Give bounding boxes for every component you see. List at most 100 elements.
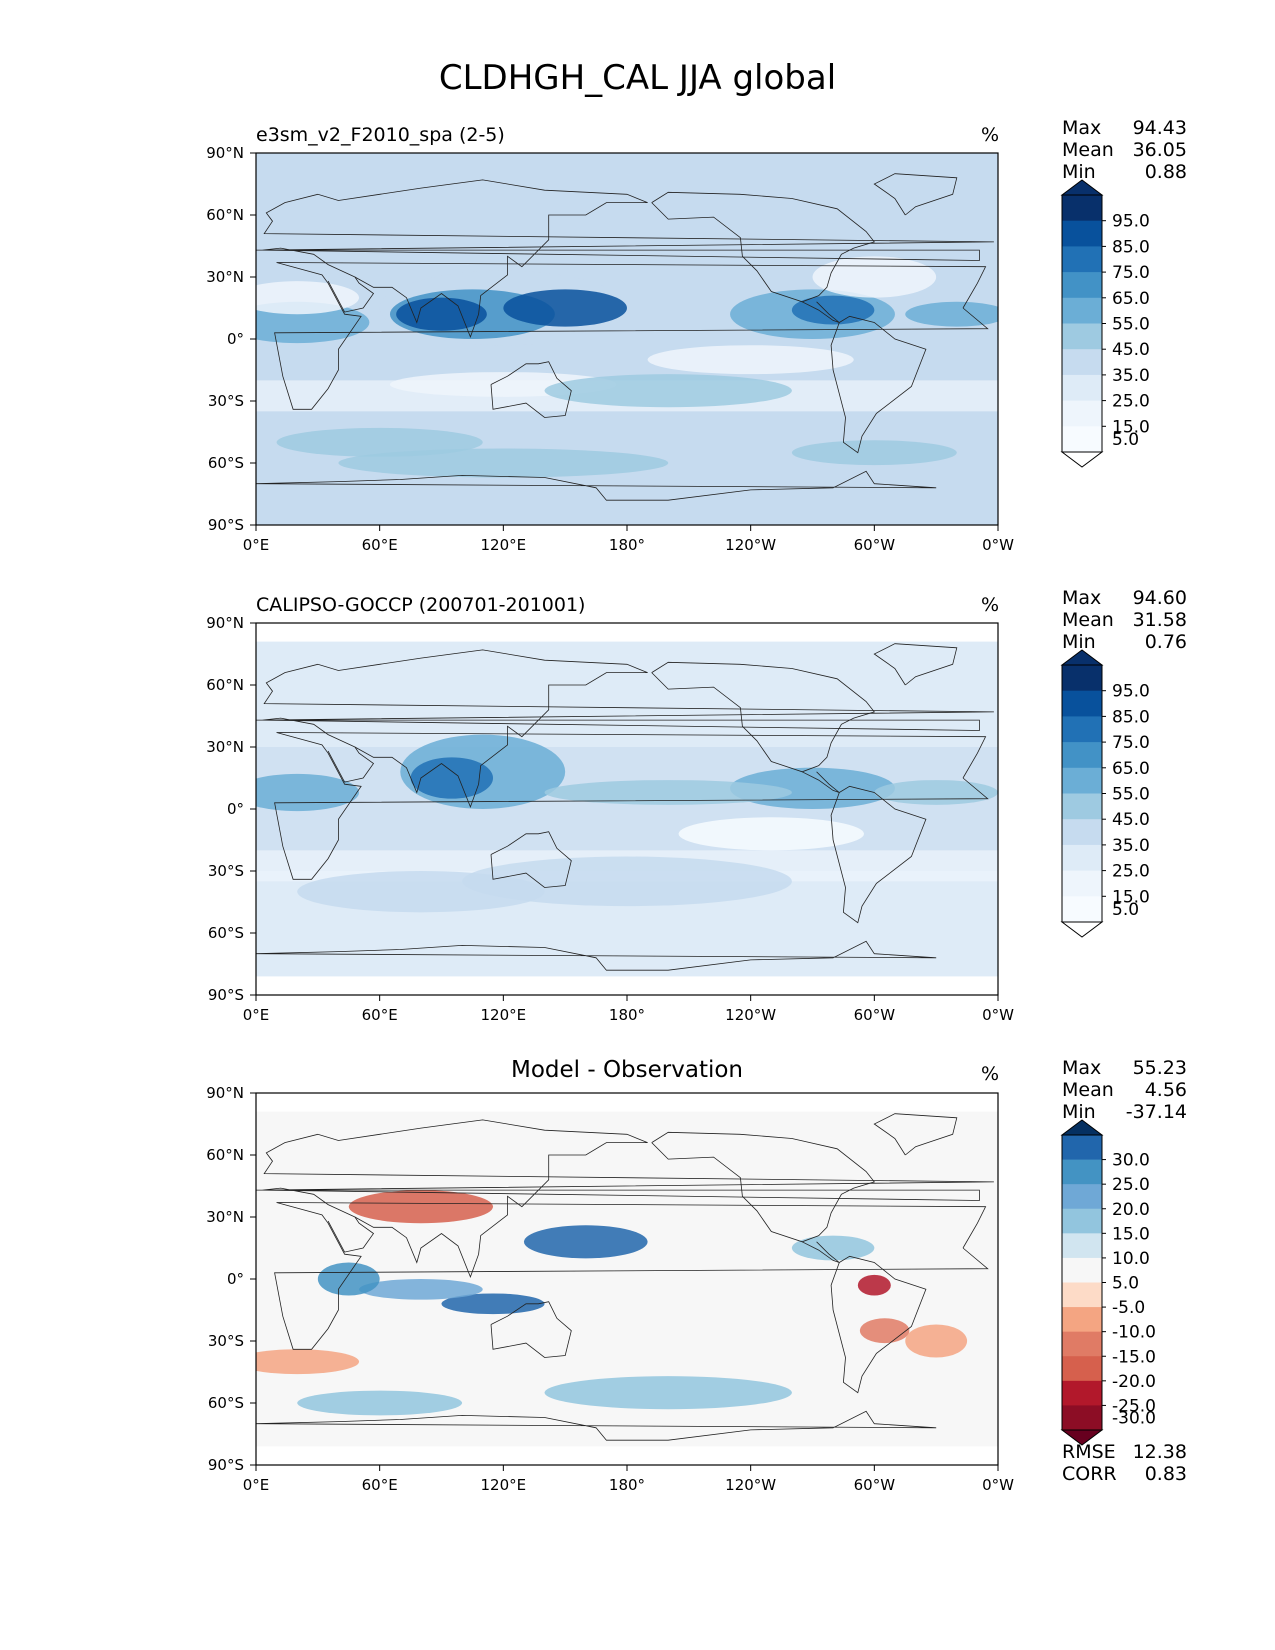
lat-tick-label: 90°N xyxy=(206,614,244,632)
colorbar-segment xyxy=(1062,742,1102,769)
australia-coast xyxy=(490,361,572,418)
colorbar-segment xyxy=(1062,1307,1102,1333)
colorbar-segment xyxy=(1062,297,1102,324)
europe-asia-coast xyxy=(256,649,994,809)
lon-tick-label: 180° xyxy=(609,536,645,554)
europe-asia-coast xyxy=(256,179,994,339)
colorbar-tick-label: 35.0 xyxy=(1112,836,1150,856)
contour-region xyxy=(791,1235,875,1261)
contour-region xyxy=(812,256,937,298)
stats-box-obs: Max 94.60 Mean 31.58 Min 0.76 xyxy=(1062,587,1187,653)
colorbar-tick-label: 55.0 xyxy=(1112,315,1150,335)
contour-region xyxy=(523,1225,648,1259)
colorbar-tick-label: 15.0 xyxy=(1112,417,1150,437)
colorbar-tick-label: 30.0 xyxy=(1112,1151,1150,1171)
central-america-coast xyxy=(802,1241,840,1263)
contour-region xyxy=(396,297,487,331)
south-america-coast xyxy=(830,1255,927,1394)
lat-tick-label: 60°N xyxy=(206,206,244,224)
colorbar-tick-label: 45.0 xyxy=(1112,340,1150,360)
lat-tick-label: 90°S xyxy=(208,516,244,534)
colorbar: 30.0 25.0 20.0 15.0 10.0 5.0 -5.0 -10.0 -15.0 -20… xyxy=(1060,1119,1156,1446)
lon-tick-label: 0°E xyxy=(243,1006,270,1024)
lat-tick-label: 0° xyxy=(227,800,244,818)
colorbar-segment xyxy=(1062,349,1102,376)
contour-region xyxy=(503,289,627,327)
antarctica-coast xyxy=(256,940,937,971)
australia-coast xyxy=(490,1301,572,1358)
colorbar-tick-label: 25.0 xyxy=(1112,1175,1150,1195)
contour-field xyxy=(256,641,998,977)
lat-tick-label: 90°N xyxy=(206,1084,244,1102)
colorbar: 95.0 85.0 75.0 65.0 55.0 45.0 35.0 25.0 15.05.0 xyxy=(1060,179,1150,468)
australia-coast xyxy=(490,831,572,888)
lon-tick-label: 60°W xyxy=(854,1006,896,1024)
lon-tick-label: 60°E xyxy=(362,1476,398,1494)
africa-coast xyxy=(274,1202,989,1350)
stat-max-label: Max xyxy=(1062,587,1102,609)
stat-mean-label: Mean xyxy=(1062,1079,1114,1101)
metric-corr-value: 0.83 xyxy=(1144,1463,1187,1485)
lat-tick-label: 30°N xyxy=(206,1208,244,1226)
stat-mean-value: 31.58 xyxy=(1132,609,1187,631)
unit-label-obs: % xyxy=(981,594,1000,616)
arabia-coast xyxy=(327,746,375,783)
colorbar-tick-label: 85.0 xyxy=(1112,707,1150,727)
lat-tick-label: 90°S xyxy=(208,986,244,1004)
colorbar-segment xyxy=(1062,844,1102,872)
contour-region xyxy=(905,301,998,327)
contour-region xyxy=(297,871,545,913)
contour-region xyxy=(462,856,792,907)
lat-tick-label: 90°N xyxy=(206,144,244,162)
colorbar-segment xyxy=(1062,665,1102,692)
lon-tick-label: 60°E xyxy=(362,1006,398,1024)
lon-tick-label: 0°W xyxy=(982,1476,1014,1494)
lon-tick-label: 120°E xyxy=(481,1476,527,1494)
colorbar-tick-label: 15.0 xyxy=(1112,887,1150,907)
colorbar-segment xyxy=(1062,793,1102,820)
colorbar-segment xyxy=(1062,1159,1102,1185)
lon-tick-label: 120°W xyxy=(725,536,776,554)
panel-title-diff: Model - Observation xyxy=(510,1057,744,1083)
stat-min-label: Min xyxy=(1062,161,1096,183)
stat-min-value: 0.88 xyxy=(1144,161,1187,183)
colorbar-tick-label: -10.0 xyxy=(1112,1323,1156,1343)
colorbar-segment xyxy=(1062,716,1102,743)
colorbar-segment xyxy=(1062,767,1102,794)
colorbar-segment xyxy=(1062,1356,1102,1382)
colorbar-segment xyxy=(1062,323,1102,350)
colorbar-segment xyxy=(1062,870,1102,897)
contour-region xyxy=(297,1390,463,1416)
colorbar-tick-label: -25.0 xyxy=(1112,1396,1156,1416)
stat-min-label: Min xyxy=(1062,1101,1096,1123)
antarctica-coast xyxy=(256,470,937,501)
greenland-coast xyxy=(873,1113,958,1156)
stats-box-model: Max 94.43 Mean 36.05 Min 0.88 xyxy=(1062,117,1187,183)
contour-region xyxy=(859,1318,910,1344)
contour-field xyxy=(256,1111,998,1447)
contour-region xyxy=(256,773,360,812)
metric-rmse-label: RMSE xyxy=(1062,1441,1116,1463)
colorbar-segment xyxy=(1062,220,1102,247)
contour-region xyxy=(857,1274,891,1296)
colorbar-tick-label: 75.0 xyxy=(1112,263,1150,283)
stat-mean-value: 4.56 xyxy=(1144,1079,1187,1101)
lon-tick-label: 0°W xyxy=(982,1006,1014,1024)
colorbar-segment xyxy=(1062,374,1102,402)
contour-region xyxy=(791,440,957,466)
central-america-coast xyxy=(802,771,840,793)
contour-region xyxy=(544,780,792,805)
colorbar-segment xyxy=(1062,1208,1102,1234)
arabia-coast xyxy=(327,1216,375,1253)
lat-tick-label: 30°S xyxy=(208,1332,244,1350)
antarctica-coast xyxy=(256,1410,937,1441)
greenland-coast xyxy=(873,173,958,216)
north-america-coast xyxy=(651,661,875,773)
contour-region xyxy=(905,1324,968,1358)
stats-box-diff: Max 55.23 Mean 4.56 Min -37.14 xyxy=(1062,1057,1187,1123)
colorbar-segment xyxy=(1062,819,1102,846)
colorbar-segment xyxy=(1062,1184,1102,1210)
stat-max-value: 55.23 xyxy=(1132,1057,1187,1079)
colorbar-tick-label: -15.0 xyxy=(1112,1347,1156,1367)
